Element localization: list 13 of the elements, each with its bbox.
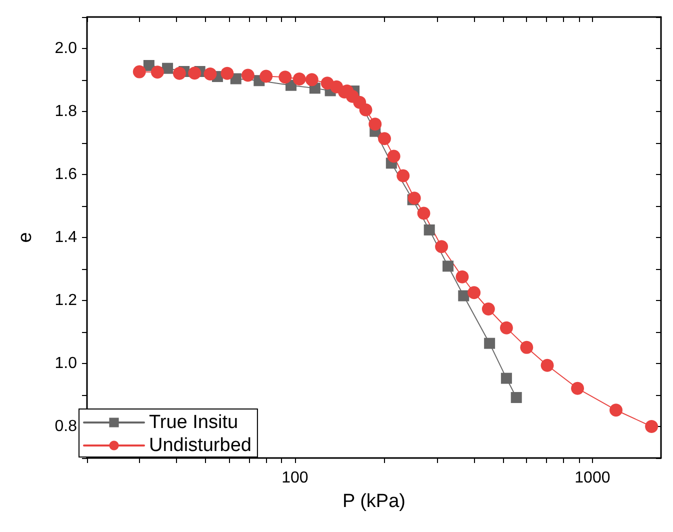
y-axis-title: e bbox=[15, 232, 36, 243]
y-tick-label: 0.8 bbox=[54, 418, 78, 435]
y-tick-label: 1.0 bbox=[54, 355, 78, 372]
x-axis-title: P (kPa) bbox=[342, 491, 406, 512]
legend-label: Undisturbed bbox=[149, 435, 252, 456]
legend-label: True Insitu bbox=[149, 412, 238, 433]
x-tick-label: 1000 bbox=[574, 470, 610, 486]
y-tick-label: 1.4 bbox=[54, 229, 78, 246]
y-tick-label: 2.0 bbox=[54, 40, 78, 57]
y-tick-label: 1.8 bbox=[54, 103, 78, 120]
y-tick-label: 1.2 bbox=[54, 292, 78, 309]
y-tick-label: 1.6 bbox=[54, 166, 78, 183]
x-tick-label: 100 bbox=[282, 470, 308, 486]
